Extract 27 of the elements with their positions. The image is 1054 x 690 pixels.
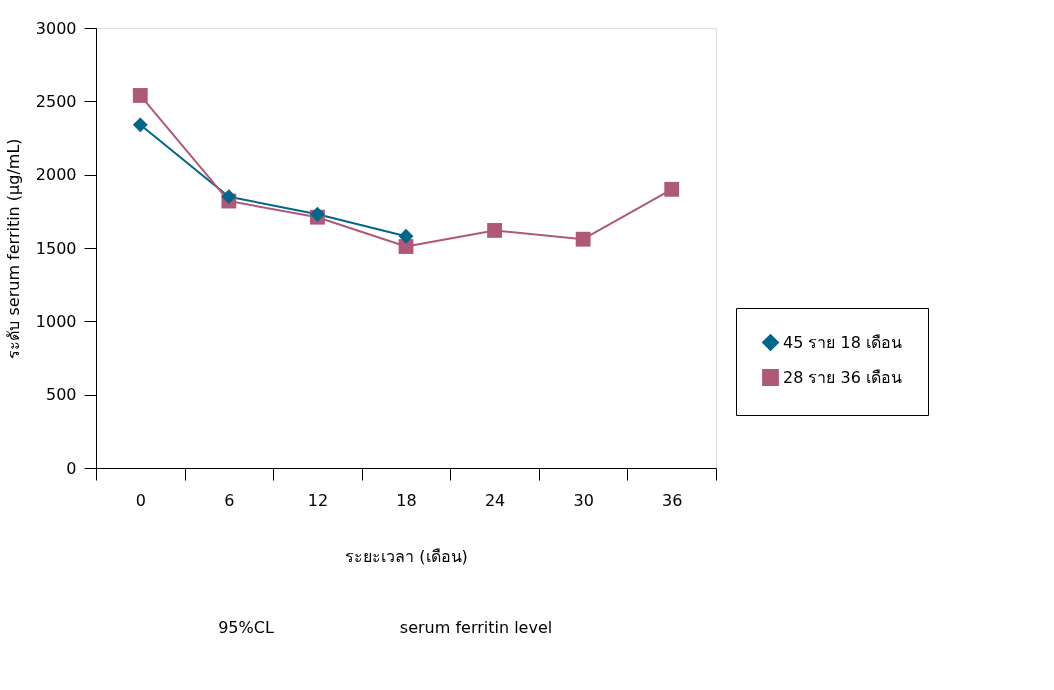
text: serum ferritin level — [399, 618, 553, 637]
text: 95%CL — [218, 618, 274, 637]
point — [132, 117, 148, 133]
point — [132, 88, 148, 103]
legend-label: 28 ราย 36 เดือน — [783, 367, 902, 387]
y-tick-label: 0 — [66, 458, 77, 478]
x-axis-title: ระยะเวลา (เดือน) — [345, 546, 468, 566]
x-tick-label: 0 — [135, 490, 146, 510]
point — [575, 231, 591, 247]
y-tick-label: 500 — [45, 385, 77, 405]
x-tick-label: 24 — [484, 490, 506, 510]
legend-label: 45 ราย 18 เดือน — [783, 332, 902, 352]
x-tick-label: 18 — [396, 490, 417, 510]
y-tick-label: 2000 — [35, 165, 77, 185]
y-tick-label: 3000 — [35, 18, 77, 38]
x-tick-label: 36 — [662, 490, 683, 510]
point — [487, 222, 502, 238]
point — [221, 189, 237, 205]
x-tick-label: 6 — [224, 490, 235, 510]
x-tick-label: 30 — [573, 490, 594, 510]
y-tick-label: 1500 — [35, 238, 77, 258]
y-axis-title: ระดับ serum ferritin (µg/mL) — [3, 138, 23, 359]
x-tick-label: 12 — [307, 490, 329, 510]
point — [398, 228, 414, 244]
y-tick-label: 1000 — [35, 311, 77, 331]
y-tick-label: 2500 — [35, 91, 77, 111]
point — [664, 181, 680, 197]
